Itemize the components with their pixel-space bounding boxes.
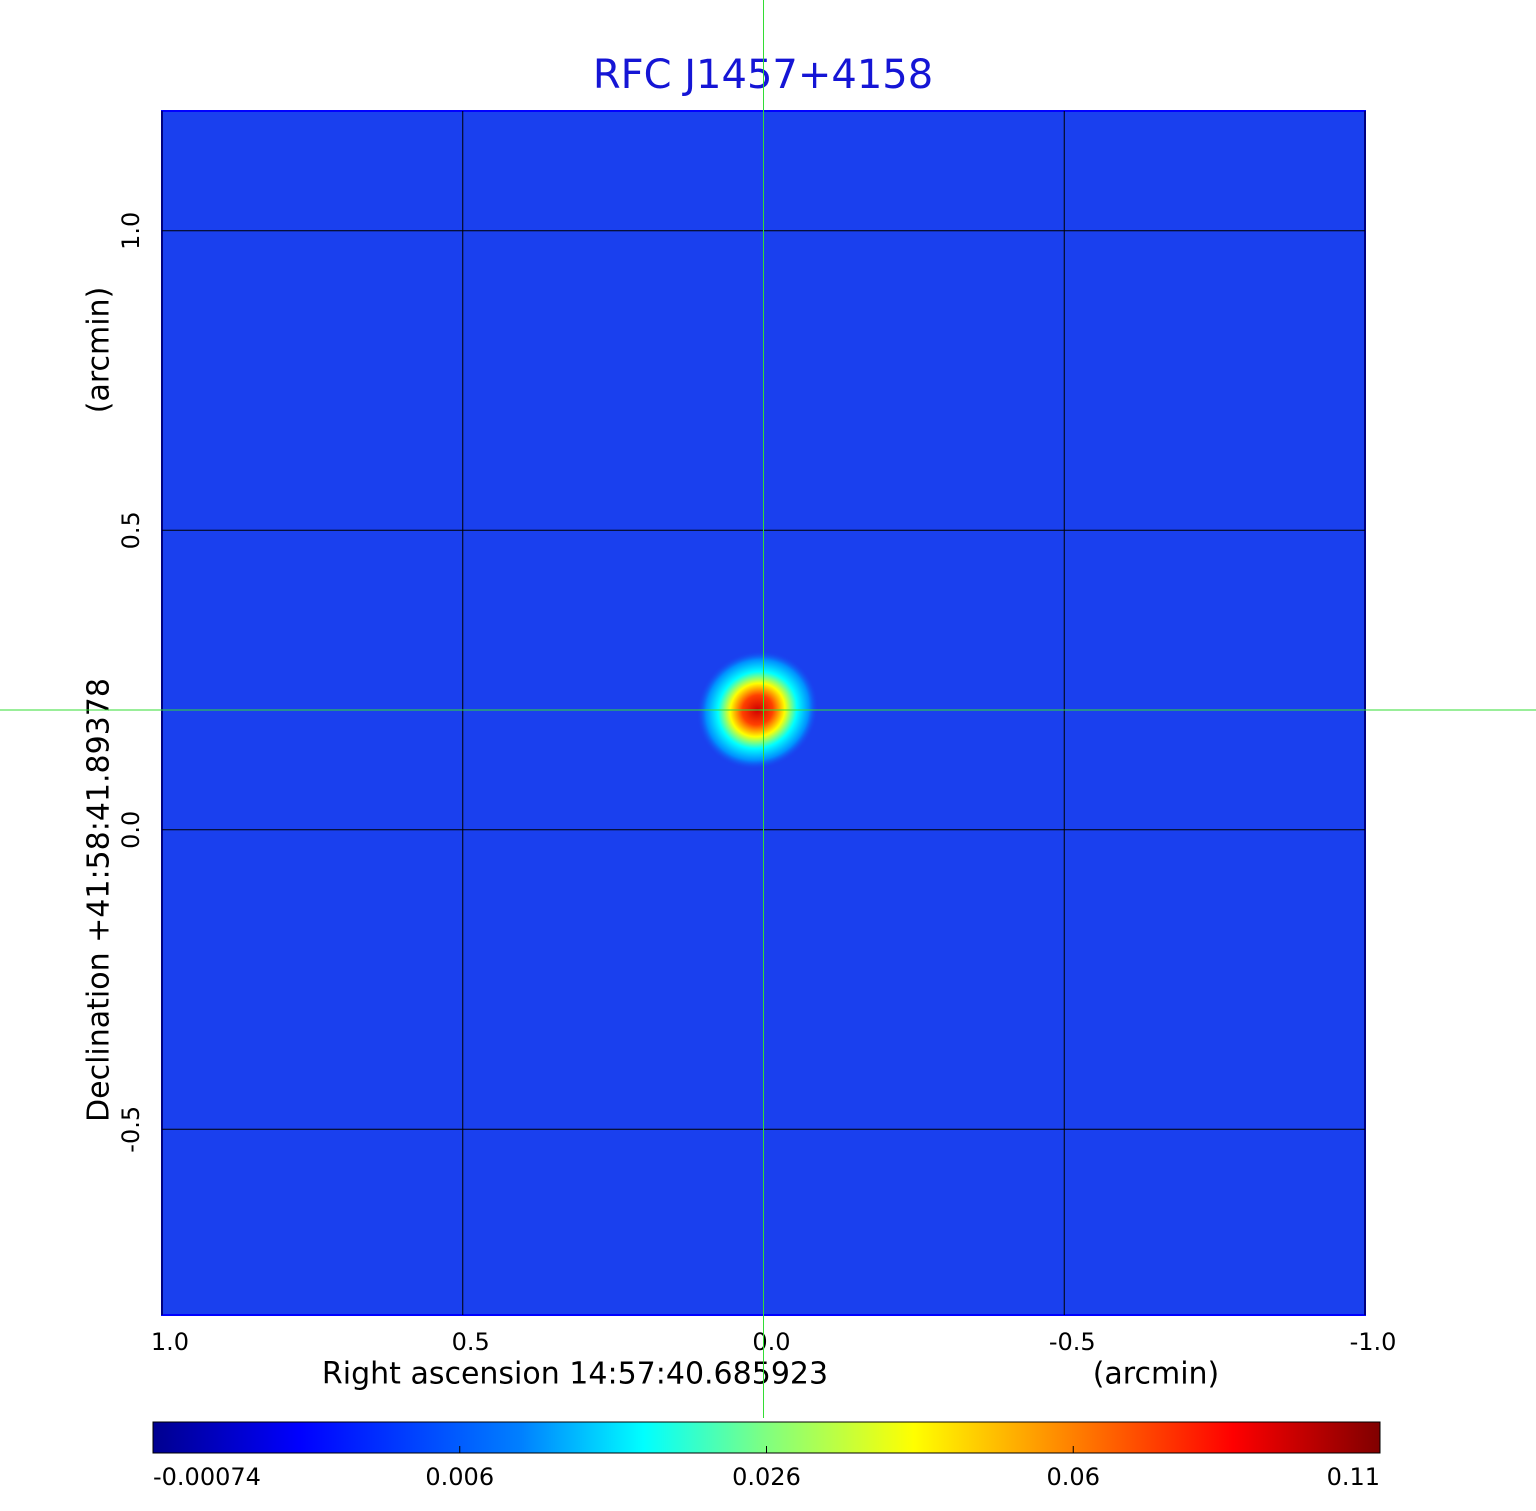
colorbar-tick-label: -0.00074 xyxy=(153,1463,261,1491)
colorbar-tick-label: 0.006 xyxy=(425,1463,494,1491)
colorbar-tick-label: 0.06 xyxy=(1047,1463,1100,1491)
y-axis-unit: (arcmin) xyxy=(82,287,117,414)
x-tick-label: -0.5 xyxy=(1049,1328,1096,1356)
y-tick-label: -0.5 xyxy=(117,1106,145,1153)
x-axis-unit: (arcmin) xyxy=(1093,1357,1220,1392)
colorbar-tick-label: 0.026 xyxy=(732,1463,801,1491)
x-tick-label: 0.5 xyxy=(452,1328,490,1356)
x-tick-label: 1.0 xyxy=(151,1328,189,1356)
colorbar-tick-label: 0.11 xyxy=(1327,1463,1380,1491)
x-tick-label: 0.0 xyxy=(752,1328,790,1356)
x-axis-label: Right ascension 14:57:40.685923 xyxy=(322,1357,828,1392)
y-axis-label: Declination +41:58:41.89378 xyxy=(82,678,117,1122)
y-tick-label: 1.0 xyxy=(117,212,145,250)
x-tick-label: -1.0 xyxy=(1350,1328,1397,1356)
y-tick-label: 0.0 xyxy=(117,811,145,849)
y-tick-label: 0.5 xyxy=(117,511,145,549)
